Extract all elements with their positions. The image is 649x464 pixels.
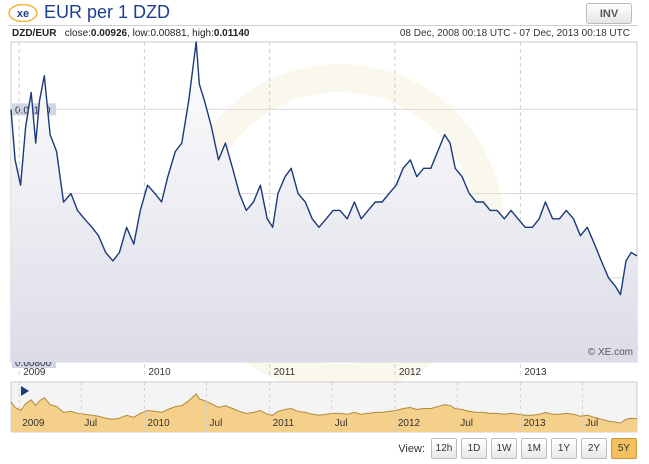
series-line bbox=[10, 41, 638, 296]
range-button-1w[interactable]: 1W bbox=[491, 438, 517, 459]
x-tick-label: 2013 bbox=[524, 367, 547, 378]
page-title: EUR per 1 DZD bbox=[44, 2, 171, 22]
navigator-label: 2012 bbox=[398, 418, 421, 429]
y-tick-label: 0.00800 bbox=[15, 358, 52, 369]
navigator-label: Jul bbox=[84, 418, 97, 429]
navigator-label: Jul bbox=[335, 418, 348, 429]
low-label: low: bbox=[132, 28, 151, 39]
pair-label: DZD/EUR bbox=[12, 28, 57, 39]
navigator-handle[interactable] bbox=[21, 386, 29, 396]
navigator-label: Jul bbox=[210, 418, 223, 429]
navigator-label: Jul bbox=[585, 418, 598, 429]
x-tick-label: 2012 bbox=[399, 367, 422, 378]
close-label: close: bbox=[64, 28, 91, 39]
navigator-label: Jul bbox=[460, 418, 473, 429]
xe-logo: xe bbox=[8, 3, 38, 23]
navigator-label: 2009 bbox=[22, 418, 45, 429]
logo-text: xe bbox=[17, 8, 29, 20]
range-button-5y[interactable]: 5Y bbox=[611, 438, 637, 459]
navigator-label: 2010 bbox=[147, 418, 170, 429]
navigator-series-area bbox=[11, 393, 637, 432]
navigator-label: 2011 bbox=[273, 418, 295, 429]
series-area bbox=[11, 42, 637, 362]
x-tick-label: 2009 bbox=[23, 367, 46, 378]
range-button-1d[interactable]: 1D bbox=[461, 438, 487, 459]
range-button-1m[interactable]: 1M bbox=[521, 438, 547, 459]
range-button-1y[interactable]: 1Y bbox=[551, 438, 577, 459]
navigator-series-line bbox=[10, 393, 638, 424]
watermark-text: © XE.com bbox=[588, 347, 633, 358]
x-tick-label: 2010 bbox=[148, 367, 171, 378]
range-button-12h[interactable]: 12h bbox=[431, 438, 457, 459]
invert-button[interactable]: INV bbox=[586, 3, 632, 24]
chart-info: DZD/EUR close:0.00926, low:0.00881, high… bbox=[12, 28, 250, 39]
view-label: View: bbox=[398, 442, 425, 455]
range-selector: View: 12h 1D 1W 1M 1Y 2Y 5Y bbox=[398, 438, 637, 459]
header-divider bbox=[8, 25, 638, 26]
date-range: 08 Dec, 2008 00:18 UTC - 07 Dec, 2013 00… bbox=[399, 28, 630, 39]
high-value: 0.01140 bbox=[213, 28, 250, 39]
navigator-label: 2013 bbox=[523, 418, 546, 429]
close-value: 0.00926 bbox=[90, 28, 128, 39]
range-button-2y[interactable]: 2Y bbox=[581, 438, 607, 459]
x-tick-label: 2011 bbox=[274, 367, 296, 378]
low-value: 0.00881 bbox=[150, 28, 187, 39]
high-label: high: bbox=[192, 28, 214, 39]
